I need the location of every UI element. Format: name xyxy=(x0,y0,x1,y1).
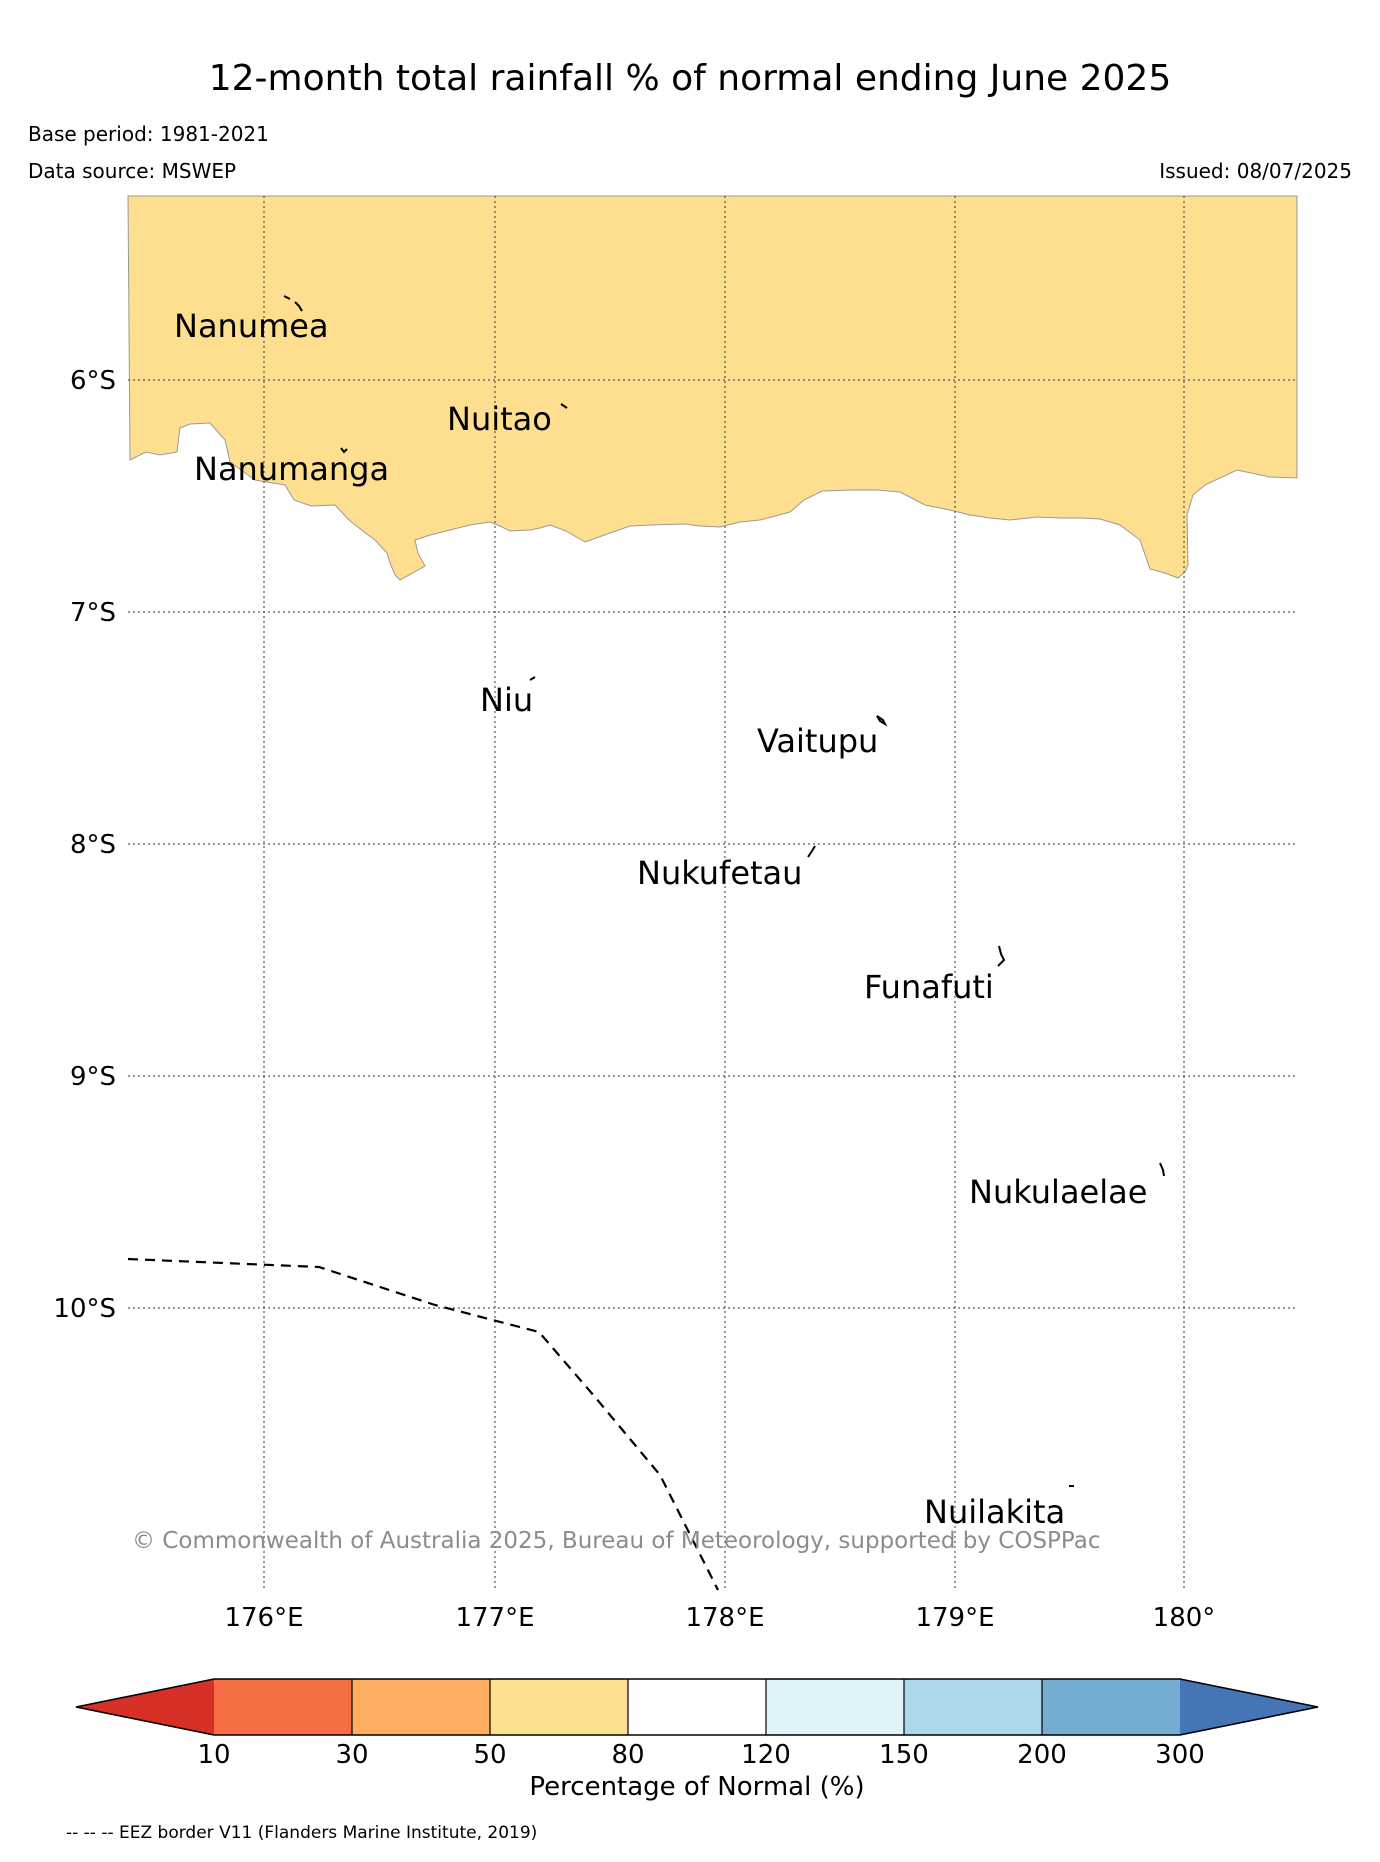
lat-label-10s: 10°S xyxy=(53,1294,116,1324)
place-label-funafuti: Funafuti xyxy=(864,968,994,1006)
colorbar-segment-10-30 xyxy=(214,1679,352,1735)
colorbar-tick-120: 120 xyxy=(741,1740,791,1770)
lon-label-177e: 177°E xyxy=(455,1603,534,1633)
map-title: 12-month total rainfall % of normal endi… xyxy=(208,58,1172,99)
data-source: Data source: MSWEP xyxy=(28,159,237,183)
colorbar-tick-200: 200 xyxy=(1017,1740,1067,1770)
eez-border xyxy=(127,1257,719,1591)
island-niu-outline xyxy=(529,676,536,681)
colorbar-segment-above-300 xyxy=(1180,1679,1318,1735)
lat-label-6s: 6°S xyxy=(70,366,116,396)
colorbar-tick-300: 300 xyxy=(1155,1740,1205,1770)
lat-label-7s: 7°S xyxy=(70,598,116,628)
place-label-nanumanga: Nanumanga xyxy=(194,450,389,488)
island-outlines xyxy=(283,295,1165,1487)
island-nuitao-outline xyxy=(560,403,568,409)
place-label-nuilakita: Nuilakita xyxy=(924,1493,1065,1531)
place-label-niu: Niu xyxy=(480,681,533,719)
island-nukufetau-outline xyxy=(807,845,816,858)
colorbar-tick-50: 50 xyxy=(473,1740,506,1770)
place-label-nukufetau: Nukufetau xyxy=(637,854,802,892)
place-label-vaitupu: Vaitupu xyxy=(757,722,878,760)
place-label-nukulaelae: Nukulaelae xyxy=(969,1173,1147,1211)
longitude-labels: 176°E 177°E 178°E 179°E 180° xyxy=(224,1603,1215,1633)
colorbar-segment-below-10 xyxy=(76,1679,214,1735)
colorbar-segment-200-300 xyxy=(1042,1679,1180,1735)
place-labels: Nanumea Nuitao Nanumanga Niu Vaitupu Nuk… xyxy=(174,307,1147,1531)
colorbar-segment-30-50 xyxy=(352,1679,490,1735)
colorbar-segment-150-200 xyxy=(904,1679,1042,1735)
island-nanumea-outline xyxy=(283,295,303,312)
eez-border-note: -- -- -- EEZ border V11 (Flanders Marine… xyxy=(66,1823,538,1843)
place-label-nuitao: Nuitao xyxy=(447,400,552,438)
lon-label-179e: 179°E xyxy=(915,1603,994,1633)
island-funafuti-outline xyxy=(997,945,1006,967)
issued-date: Issued: 08/07/2025 xyxy=(1159,159,1352,183)
colorbar-tick-30: 30 xyxy=(335,1740,368,1770)
colorbar-tick-10: 10 xyxy=(197,1740,230,1770)
lat-label-9s: 9°S xyxy=(70,1062,116,1092)
copyright-notice: © Commonwealth of Australia 2025, Bureau… xyxy=(132,1528,1101,1554)
base-period: Base period: 1981-2021 xyxy=(28,122,269,146)
graticule xyxy=(128,196,1297,1590)
lon-label-176e: 176°E xyxy=(224,1603,303,1633)
island-nukulaelae-outline xyxy=(1159,1162,1165,1177)
colorbar-tick-80: 80 xyxy=(611,1740,644,1770)
island-vaitupu-outline xyxy=(876,715,888,727)
colorbar: 10 30 50 80 120 150 200 300 Percentage o… xyxy=(75,1678,1319,1802)
colorbar-label: Percentage of Normal (%) xyxy=(529,1772,864,1802)
place-label-nanumea: Nanumea xyxy=(174,307,329,345)
lon-label-178e: 178°E xyxy=(685,1603,764,1633)
colorbar-segment-50-80 xyxy=(490,1679,628,1735)
rainfall-region-50-80 xyxy=(127,195,1298,581)
lat-label-8s: 8°S xyxy=(70,830,116,860)
colorbar-segment-120-150 xyxy=(766,1679,904,1735)
lon-label-180: 180° xyxy=(1153,1603,1216,1633)
colorbar-segment-80-120 xyxy=(628,1679,766,1735)
colorbar-tick-150: 150 xyxy=(879,1740,929,1770)
latitude-labels: 6°S 7°S 8°S 9°S 10°S xyxy=(53,366,116,1324)
colorbar-outline xyxy=(75,1678,1319,1736)
island-nanumanga-outline xyxy=(340,447,348,454)
